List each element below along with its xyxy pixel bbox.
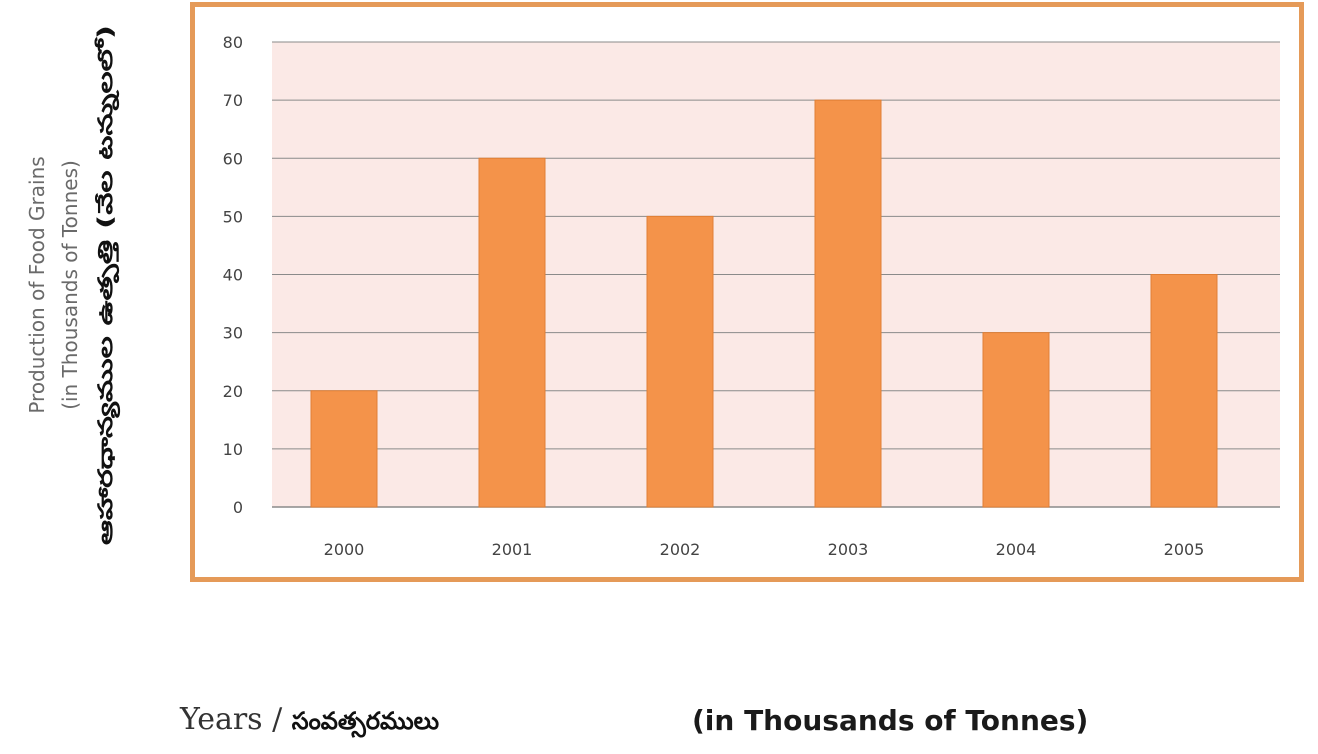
bars	[310, 99, 1218, 508]
bar-2001	[478, 157, 546, 508]
y-tick-label: 0	[233, 498, 243, 517]
x-tick-label-2000: 2000	[324, 540, 365, 559]
x-axis-ticks: 2000 2001 2002 2003 2004 2005	[324, 540, 1205, 559]
x-tick-label-2004: 2004	[996, 540, 1037, 559]
y-tick-label: 20	[223, 382, 243, 401]
x-tick-label-2002: 2002	[660, 540, 701, 559]
y-tick-label: 50	[223, 207, 243, 226]
bar-chart: Production of Food Grains (in Thousands …	[25, 25, 1280, 559]
x-tick-label-2005: 2005	[1164, 540, 1205, 559]
y-tick-label: 30	[223, 324, 243, 343]
bar-2002	[646, 215, 714, 508]
x-axis-caption-en: Years /	[180, 702, 292, 737]
y-axis-label-line2: (in Thousands of Tonnes)	[58, 160, 82, 410]
x-axis-caption-te: సంవత్సరములు	[291, 707, 440, 735]
x-tick-label-2003: 2003	[828, 540, 869, 559]
y-tick-label: 60	[223, 149, 243, 168]
y-axis-ticks: 0 10 20 30 40 50 60 70 80	[223, 33, 243, 517]
bar-2000	[310, 390, 378, 508]
unit-caption: (in Thousands of Tonnes)	[692, 704, 1089, 737]
bar-2003	[814, 99, 882, 508]
grid-lines	[272, 41, 1280, 508]
x-tick-label-2001: 2001	[492, 540, 533, 559]
y-axis-label-line3: ఆహారధాన్యముల ఉత్పత్తి (వేల టన్నులలో)	[93, 25, 121, 545]
bar-2005	[1150, 274, 1218, 508]
x-axis-caption: Years / సంవత్సరములు	[180, 702, 439, 741]
y-tick-label: 70	[223, 91, 243, 110]
y-axis-label-line1: Production of Food Grains	[25, 156, 49, 413]
y-tick-label: 80	[223, 33, 243, 52]
bar-2004	[982, 332, 1050, 508]
y-tick-label: 10	[223, 440, 243, 459]
y-tick-label: 40	[223, 266, 243, 285]
y-axis-label: Production of Food Grains (in Thousands …	[25, 25, 121, 545]
